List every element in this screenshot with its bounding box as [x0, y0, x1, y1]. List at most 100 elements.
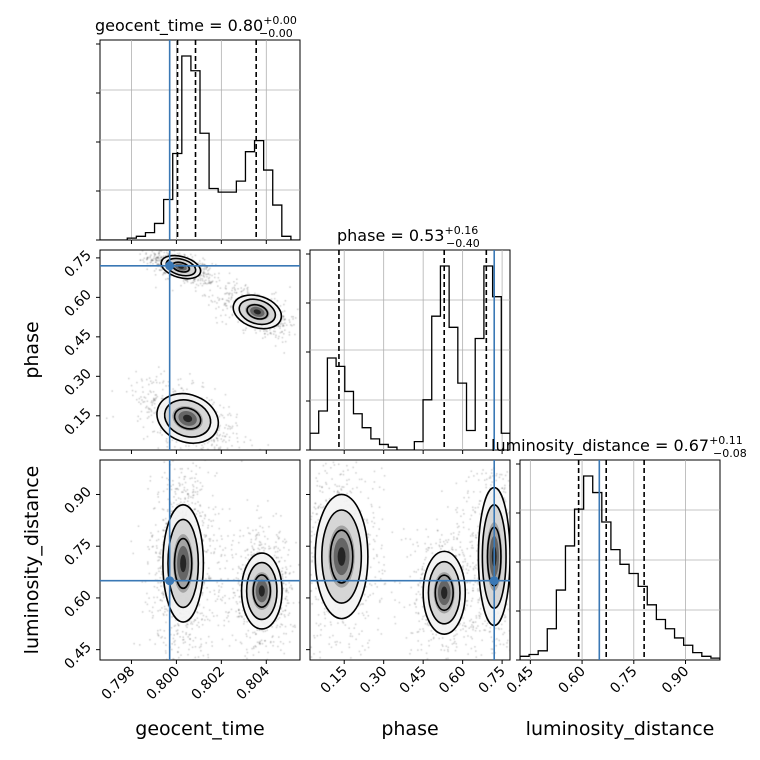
xtick-label-geocent_time-3: 0.804	[233, 663, 273, 703]
density-level-1-4	[441, 586, 448, 599]
hist-bar	[432, 316, 441, 450]
ytick-label-phase-2: 0.45	[61, 326, 94, 359]
contours-luminosity_distance_vs_geocent_time	[162, 504, 283, 630]
contour-1-2	[252, 574, 272, 608]
xtick-label-geocent_time-1: 0.800	[144, 664, 184, 704]
ytick-label-luminosity_distance-1: 0.60	[61, 587, 94, 620]
hist-bar	[611, 550, 620, 660]
xtick-label-phase-0: 0.15	[318, 664, 351, 697]
contour-0-0	[160, 254, 202, 280]
density-level-0-4	[180, 554, 187, 573]
xtick-label-luminosity_distance-1: 0.60	[556, 664, 589, 697]
hist-step-outline	[310, 265, 510, 450]
hist-bar	[200, 133, 209, 240]
contour-2-0	[156, 392, 220, 444]
hist-bar	[327, 358, 336, 450]
hist-bar	[665, 629, 674, 660]
xtick-label-luminosity_distance-0: 0.45	[504, 664, 537, 697]
truth-lines	[100, 40, 601, 660]
hist-step-outline	[520, 475, 720, 660]
hist-bar	[484, 266, 493, 450]
contour-0-1	[321, 509, 363, 604]
xtick-label-phase-4: 0.75	[476, 664, 509, 697]
xtick-label-phase-3: 0.60	[436, 664, 469, 697]
hist-bar	[319, 411, 328, 450]
title-geocent-time-main: geocent_time = 0.80	[95, 16, 263, 36]
title-luminosity-distance-sup: +0.11	[709, 434, 743, 447]
hist-bar	[345, 391, 354, 450]
ytick-label-phase-0: 0.15	[61, 405, 94, 438]
ytick-label-luminosity_distance-0: 0.45	[61, 639, 94, 672]
contour-0-0	[314, 493, 369, 620]
hist-bar	[336, 366, 345, 450]
hist-bar	[145, 233, 154, 240]
truth-point-geocent_time-phase	[165, 261, 175, 271]
hist-step-outline	[100, 55, 300, 240]
hist-bar	[620, 564, 629, 660]
density-luminosity_distance_vs_geocent_time	[162, 504, 283, 629]
xtick-label-phase-2: 0.45	[397, 664, 430, 697]
title-geocent-time: geocent_time = 0.80+0.00 −0.00	[95, 14, 297, 40]
xlabel-luminosity-distance: luminosity_distance	[526, 718, 715, 740]
ylabel-luminosity-distance: luminosity_distance	[21, 466, 43, 655]
ytick-label-phase-3: 0.60	[61, 287, 94, 320]
ytick-label-luminosity_distance-3: 0.90	[61, 484, 94, 517]
svg-text:geocent_time = 0.80+0.00: geocent_time = 0.80+0.00	[95, 14, 297, 36]
contour-1-2	[246, 303, 269, 320]
hist-bar	[684, 645, 693, 660]
hist-bar	[155, 223, 164, 240]
hist-bar	[556, 590, 565, 660]
ytick-label-phase-4: 0.75	[61, 247, 94, 280]
xtick-label-geocent_time-0: 0.798	[99, 664, 139, 704]
density-level-0-4	[337, 547, 346, 566]
quantile-lines	[176, 40, 645, 660]
xtick-label-phase-1: 0.30	[357, 664, 390, 697]
hist-bar	[209, 188, 218, 240]
density-layer	[100, 250, 510, 660]
hist-bar	[458, 383, 467, 450]
contour-0-1	[167, 518, 200, 609]
hist-phase	[310, 265, 510, 450]
hist-bar	[380, 444, 389, 450]
density-level-1-4	[253, 309, 261, 315]
hist-bar	[475, 338, 484, 450]
title-phase-main: phase = 0.53	[337, 226, 444, 245]
hist-bar	[584, 476, 593, 660]
ytick-label-phase-1: 0.30	[61, 366, 94, 399]
xlabel-phase: phase	[381, 718, 438, 740]
density-luminosity_distance_vs_phase	[315, 487, 510, 635]
hist-bar	[565, 546, 574, 660]
hist-bar	[647, 605, 656, 660]
title-phase-sub: −0.40	[446, 237, 480, 250]
contour-2-1	[163, 399, 212, 438]
density-level-1-4	[258, 585, 265, 597]
contours-phase_vs_geocent_time	[156, 254, 283, 444]
contour-1-1	[427, 560, 461, 625]
contour-0-2	[173, 537, 193, 590]
title-geocent-time-sup: +0.00	[263, 14, 297, 27]
truth-point-geocent_time-luminosity_distance	[165, 576, 175, 586]
contour-0-2	[329, 529, 354, 584]
hist-bar	[529, 654, 538, 660]
contour-1-2	[434, 574, 454, 612]
contour-1-0	[232, 294, 283, 330]
hist-bar	[423, 400, 432, 450]
hist-bar	[264, 170, 273, 240]
histogram-layer	[100, 55, 720, 660]
hist-bar	[638, 586, 647, 660]
hist-bar	[164, 200, 173, 240]
hist-bar	[371, 439, 380, 450]
hist-bar	[310, 433, 319, 450]
hist-bar	[218, 192, 227, 240]
hist-bar	[245, 152, 254, 240]
xtick-label-luminosity_distance-2: 0.75	[607, 664, 640, 697]
title-phase: phase = 0.53+0.16 −0.40	[337, 224, 480, 250]
hist-bar	[629, 574, 638, 660]
hist-bar	[362, 428, 371, 450]
xtick-label-geocent_time-2: 0.802	[189, 664, 229, 704]
hist-luminosity_distance	[520, 475, 720, 660]
grid-lines	[100, 40, 720, 660]
hist-bar	[227, 192, 236, 240]
xtick-label-luminosity_distance-3: 0.90	[659, 664, 692, 697]
